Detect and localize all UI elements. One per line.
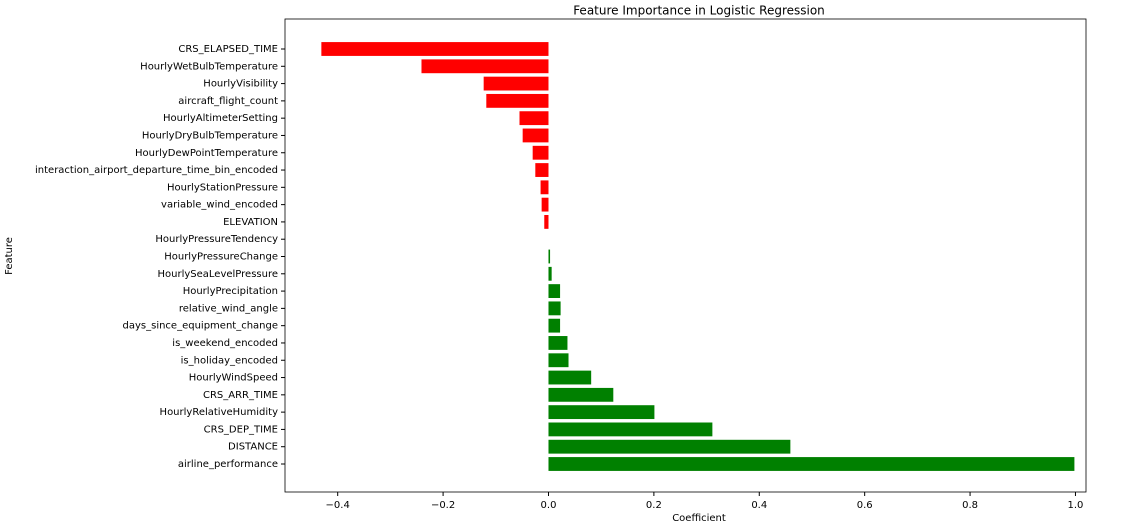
y-tick-label: is_holiday_encoded (181, 355, 278, 366)
plot-frame (284, 18, 1087, 493)
x-tick-label: 0.4 (751, 500, 767, 511)
y-tick-label: HourlyPressureChange (164, 252, 278, 263)
y-tick-label: relative_wind_angle (179, 303, 278, 314)
y-tick-label: HourlyVisibility (203, 79, 278, 90)
x-tick-label: 0.2 (646, 500, 662, 511)
x-tick-label: 0.0 (541, 500, 557, 511)
y-tick-label: airline_performance (178, 459, 278, 470)
y-tick-label: DISTANCE (228, 442, 278, 453)
bar (321, 42, 549, 56)
bar (535, 163, 549, 177)
y-tick-label: HourlyRelativeHumidity (160, 407, 279, 418)
bar (548, 439, 791, 454)
y-tick-label: HourlyAltimeterSetting (163, 113, 278, 124)
bar (541, 197, 549, 212)
bar (548, 266, 552, 281)
bar (486, 93, 549, 108)
x-tick-label: 0.6 (857, 500, 873, 511)
bar (548, 387, 614, 402)
y-tick-label: HourlySeaLevelPressure (157, 269, 278, 280)
y-tick-label: HourlyDryBulbTemperature (142, 130, 278, 141)
x-axis-label: Coefficient (672, 513, 726, 521)
y-tick-label: HourlyPrecipitation (183, 286, 278, 297)
bar (548, 422, 713, 437)
bar (544, 215, 549, 229)
bar (548, 318, 561, 333)
x-tick-label: −0.2 (431, 500, 455, 511)
y-axis-label: Feature (4, 237, 15, 275)
bar (519, 111, 549, 126)
y-tick-label: HourlyWindSpeed (189, 373, 278, 384)
y-tick-label: HourlyStationPressure (167, 182, 278, 193)
x-tick-label: 0.8 (962, 500, 978, 511)
bar (548, 457, 1075, 471)
y-tick-label: days_since_equipment_change (123, 321, 279, 332)
bar (548, 284, 561, 298)
y-tick-label: ELEVATION (223, 217, 278, 228)
bar (483, 76, 549, 91)
bar (532, 145, 549, 160)
bar (548, 370, 592, 385)
y-tick-label: CRS_DEP_TIME (204, 424, 278, 435)
bar (548, 301, 561, 316)
y-tick-label: HourlyPressureTendency (155, 234, 278, 245)
y-tick-label: CRS_ARR_TIME (203, 390, 278, 401)
bar (522, 128, 549, 143)
y-tick-label: HourlyWetBulbTemperature (140, 61, 278, 72)
y-tick-label: variable_wind_encoded (161, 200, 278, 211)
bar (548, 353, 569, 368)
bar (421, 59, 549, 74)
y-tick-label: interaction_airport_departure_time_bin_e… (35, 165, 278, 176)
x-tick-label: −0.4 (326, 500, 350, 511)
bar (548, 405, 655, 420)
y-tick-label: HourlyDewPointTemperature (135, 148, 278, 159)
x-tick-label: 1.0 (1068, 500, 1084, 511)
y-tick-label: is_weekend_encoded (172, 338, 278, 349)
bar (548, 249, 551, 264)
bar (540, 180, 549, 195)
y-tick-label: CRS_ELAPSED_TIME (178, 44, 278, 55)
chart-title: Feature Importance in Logistic Regressio… (573, 4, 825, 18)
bar (548, 336, 568, 350)
y-tick-label: aircraft_flight_count (178, 96, 278, 107)
